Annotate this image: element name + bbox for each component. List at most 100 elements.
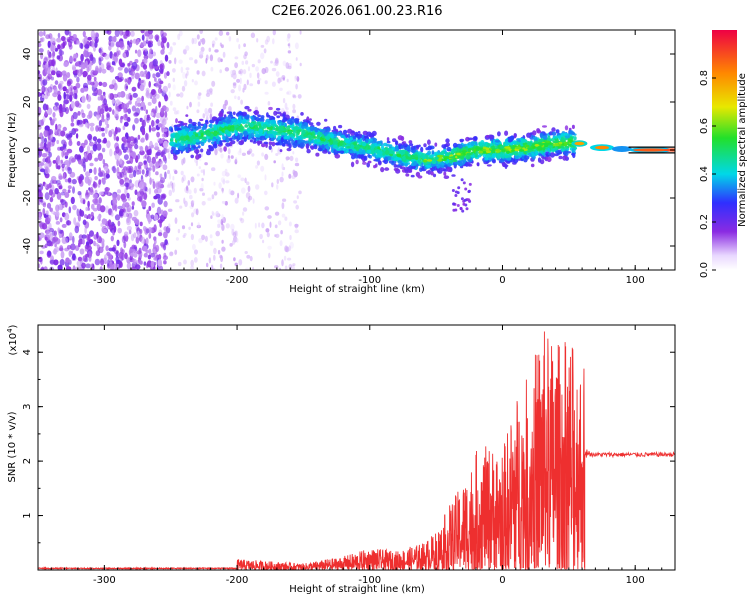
noise-blob [57, 83, 62, 89]
faint-blob [228, 36, 232, 42]
faint-blob [295, 157, 299, 163]
noise-blob [39, 162, 45, 166]
noise-blob [121, 143, 125, 151]
noise-blob [128, 100, 132, 105]
noise-blob [50, 37, 56, 44]
noise-blob [85, 253, 89, 258]
band-blob [370, 143, 375, 150]
tail-blob [457, 186, 461, 190]
faint-blob [211, 167, 216, 172]
noise-blob [105, 245, 109, 252]
band-blob [373, 164, 377, 169]
faint-blob [190, 176, 195, 183]
noise-blob [117, 227, 122, 234]
band-blob [201, 126, 205, 130]
noise-blob [75, 40, 81, 45]
band-blob [431, 150, 435, 155]
faint-blob [274, 59, 279, 66]
faint-blob [200, 183, 204, 190]
noise-blob [85, 122, 88, 128]
noise-blob [145, 132, 148, 141]
noise-blob [104, 126, 108, 134]
highlight-blob [456, 152, 461, 156]
noise-blob [40, 141, 44, 149]
snr-series-line [38, 331, 675, 570]
band-blob [180, 135, 185, 141]
band-blob [200, 132, 204, 138]
band-blob [415, 156, 419, 161]
noise-blob [163, 260, 167, 265]
tail-blob [451, 189, 455, 192]
band-blob [441, 162, 445, 166]
faint-blob [188, 189, 192, 195]
faint-blob [220, 153, 224, 159]
band-blob [279, 149, 283, 153]
noise-blob [73, 40, 77, 45]
faint-blob [285, 156, 289, 162]
band-blob [366, 162, 371, 168]
noise-blob [141, 200, 147, 208]
noise-blob [72, 86, 77, 90]
faint-blob [256, 72, 260, 79]
tail-blob [467, 198, 471, 202]
noise-blob [126, 204, 132, 213]
faint-blob [266, 35, 271, 43]
noise-blob [139, 260, 143, 265]
band-blob [314, 129, 319, 133]
band-blob [400, 145, 405, 149]
noise-blob [40, 198, 44, 203]
faint-blob [266, 232, 270, 238]
noise-blob [163, 200, 168, 208]
band-blob [229, 111, 233, 117]
noise-blob [135, 236, 140, 244]
noise-blob [44, 67, 51, 75]
faint-blob [190, 259, 194, 267]
faint-blob [296, 76, 300, 82]
noise-blob [62, 103, 66, 111]
faint-blob [294, 229, 299, 234]
band-blob [523, 155, 530, 160]
noise-blob [56, 139, 59, 145]
noise-blob [155, 80, 159, 88]
noise-blob [158, 68, 164, 73]
band-blob [532, 136, 538, 140]
band-blob [411, 147, 415, 151]
noise-blob [143, 104, 147, 112]
noise-blob [149, 177, 152, 185]
noise-blob [66, 245, 72, 250]
noise-blob [85, 60, 88, 69]
noise-blob [96, 138, 102, 144]
faint-blob [177, 33, 181, 40]
faint-blob [254, 222, 257, 229]
band-blob [278, 122, 282, 127]
band-blob [313, 144, 318, 150]
noise-blob [84, 176, 90, 184]
noise-blob [157, 197, 163, 205]
noise-blob [148, 233, 152, 239]
noise-blob [89, 230, 94, 237]
noise-blob [164, 54, 169, 62]
faint-blob [239, 217, 243, 221]
noise-blob [56, 191, 62, 200]
noise-blob [148, 33, 154, 40]
y-tick-label: 3 [22, 403, 33, 409]
band-blob [261, 143, 266, 148]
band-blob [477, 154, 482, 158]
noise-blob [90, 211, 94, 217]
band-blob [429, 146, 433, 150]
faint-blob [287, 65, 292, 70]
faint-blob [183, 232, 187, 236]
noise-blob [152, 165, 156, 173]
faint-blob [282, 77, 285, 81]
faint-blob [172, 42, 177, 46]
band-blob [425, 152, 431, 155]
faint-blob [209, 54, 214, 62]
noise-blob [133, 209, 139, 217]
noise-blob [123, 146, 129, 151]
band-blob [195, 154, 200, 160]
band-blob [516, 138, 521, 142]
noise-blob [50, 133, 53, 141]
noise-blob [101, 229, 108, 233]
noise-blob [88, 141, 95, 147]
noise-blob [123, 154, 129, 161]
